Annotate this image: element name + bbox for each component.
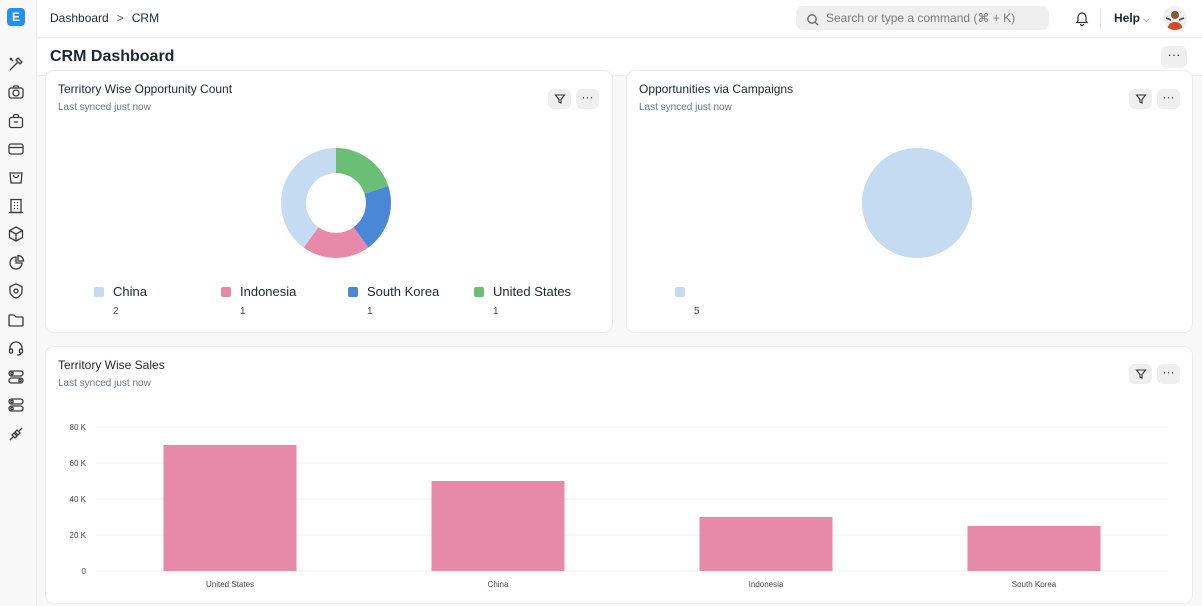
pie-slice-campaign[interactable] xyxy=(862,148,972,258)
bar-indonesia[interactable] xyxy=(699,517,833,571)
folder-icon[interactable] xyxy=(7,311,25,329)
campaigns-card: Opportunities via Campaigns Last synced … xyxy=(626,70,1193,333)
legend-value: 1 xyxy=(240,306,246,317)
x-tick-label: Indonesia xyxy=(749,580,784,589)
donut-slice-indonesia[interactable] xyxy=(303,227,369,258)
legend-value: 1 xyxy=(367,306,373,317)
legend-value: 5 xyxy=(694,306,700,317)
card-subtitle: Last synced just now xyxy=(58,102,151,113)
legend-value: 2 xyxy=(113,306,119,317)
legend-swatch xyxy=(675,287,685,297)
help-dropdown[interactable]: Help ⌵ xyxy=(1114,11,1150,25)
card-more-button[interactable]: ··· xyxy=(1157,364,1180,384)
topbar-divider xyxy=(1100,8,1101,28)
filter-icon xyxy=(1134,94,1147,104)
breadcrumb: Dashboard > CRM xyxy=(50,11,159,25)
breadcrumb-separator: > xyxy=(116,11,124,25)
donut-slice-china[interactable] xyxy=(281,148,336,248)
filter-button[interactable] xyxy=(1129,89,1152,109)
box-icon[interactable] xyxy=(7,225,25,243)
legend-swatch xyxy=(474,287,484,297)
help-label: Help xyxy=(1114,11,1141,25)
shield-icon[interactable] xyxy=(7,282,25,300)
donut-slice-united-states[interactable] xyxy=(336,148,389,194)
filter-button[interactable] xyxy=(548,89,571,109)
breadcrumb-crm[interactable]: CRM xyxy=(131,11,160,25)
card-more-button[interactable]: ··· xyxy=(1157,89,1180,109)
legend-value: 1 xyxy=(493,306,499,317)
toggle-icon[interactable] xyxy=(7,368,25,386)
y-tick-label: 0 xyxy=(82,567,87,576)
donut-chart xyxy=(281,148,391,258)
card-more-button[interactable]: ··· xyxy=(576,89,599,109)
campaign-pie-chart xyxy=(862,148,972,258)
y-tick-label: 20 K xyxy=(70,531,87,540)
topbar: Dashboard > CRM Search or type a command… xyxy=(38,0,1202,38)
search-placeholder: Search or type a command (⌘ + K) xyxy=(826,11,1016,25)
search-icon xyxy=(806,11,820,26)
camera-icon[interactable] xyxy=(7,83,25,101)
app-logo[interactable]: E xyxy=(7,8,25,26)
bar-china[interactable] xyxy=(431,481,565,571)
card-title: Opportunities via Campaigns xyxy=(639,82,794,96)
filter-icon xyxy=(553,94,566,104)
page-more-button[interactable]: ··· xyxy=(1161,46,1187,68)
building-icon[interactable] xyxy=(7,197,25,215)
y-tick-label: 80 K xyxy=(70,423,87,432)
filter-icon xyxy=(1134,369,1147,379)
card-subtitle: Last synced just now xyxy=(639,102,732,113)
shopping-icon[interactable] xyxy=(7,168,25,186)
tools-icon[interactable] xyxy=(7,55,25,73)
legend-label: South Korea xyxy=(367,284,440,299)
legend-swatch xyxy=(94,287,104,297)
territory-sales-card: Territory Wise Sales Last synced just no… xyxy=(45,346,1193,604)
card-title: Territory Wise Sales xyxy=(58,358,165,372)
donut-slice-south-korea[interactable] xyxy=(353,186,391,248)
integration-icon[interactable] xyxy=(7,425,25,443)
card-icon[interactable] xyxy=(7,140,25,158)
y-tick-label: 40 K xyxy=(70,495,87,504)
avatar[interactable] xyxy=(1163,6,1187,30)
pie-icon[interactable] xyxy=(7,254,25,272)
y-tick-label: 60 K xyxy=(70,459,87,468)
bar-united-states[interactable] xyxy=(163,445,297,571)
page-header: CRM Dashboard ··· xyxy=(38,38,1202,76)
territory-opportunity-card: Territory Wise Opportunity Count Last sy… xyxy=(45,70,613,333)
legend-label: United States xyxy=(493,284,572,299)
page-title: CRM Dashboard xyxy=(50,48,175,65)
bag-icon[interactable] xyxy=(7,112,25,130)
legend-swatch xyxy=(221,287,231,297)
legend-swatch xyxy=(348,287,358,297)
bar-south-korea[interactable] xyxy=(967,526,1101,571)
search-input[interactable]: Search or type a command (⌘ + K) xyxy=(796,6,1049,30)
x-tick-label: South Korea xyxy=(1012,580,1057,589)
card-subtitle: Last synced just now xyxy=(58,378,151,389)
headset-icon[interactable] xyxy=(7,339,25,357)
toggle2-icon[interactable] xyxy=(7,396,25,414)
chevron-down-icon: ⌵ xyxy=(1143,14,1150,24)
x-tick-label: United States xyxy=(206,580,254,589)
bar-chart: 0 20 K 40 K 60 K 80 K United States China Indon… xyxy=(70,423,1168,589)
breadcrumb-dashboard[interactable]: Dashboard xyxy=(50,11,109,25)
card-title: Territory Wise Opportunity Count xyxy=(58,82,233,96)
sidebar: E xyxy=(0,0,37,606)
notification-bell-icon[interactable] xyxy=(1074,10,1090,27)
legend-label: Indonesia xyxy=(240,284,297,299)
x-tick-label: China xyxy=(488,580,509,589)
legend-label: China xyxy=(113,284,147,299)
filter-button[interactable] xyxy=(1129,364,1152,384)
